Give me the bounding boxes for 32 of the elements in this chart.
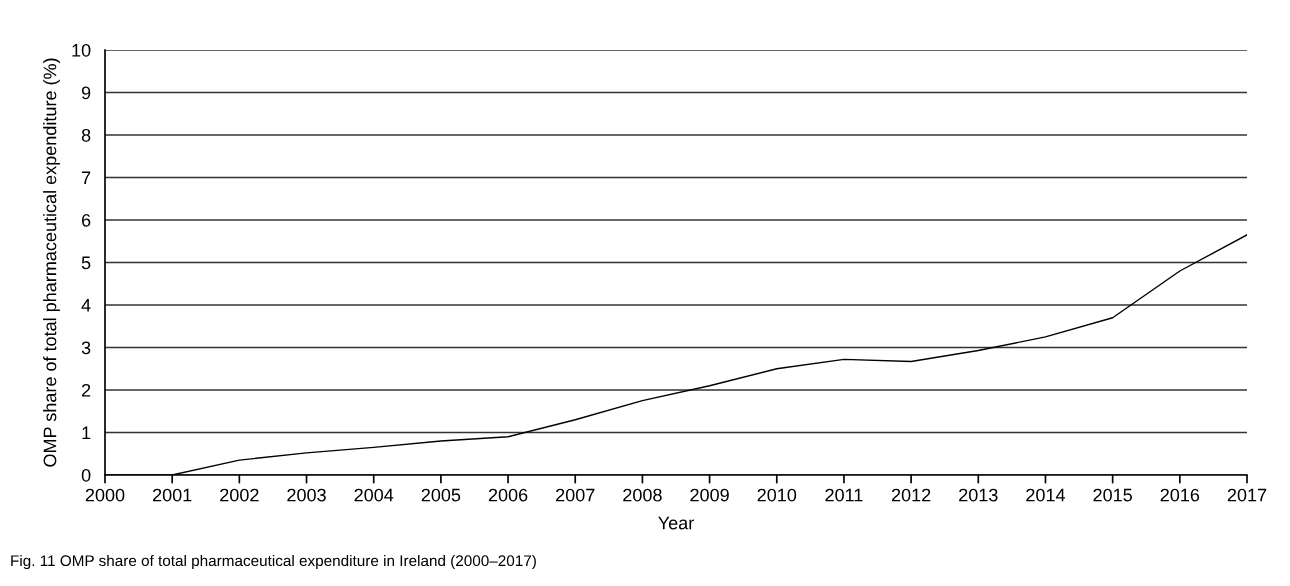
x-tick-label: 2016: [1160, 488, 1200, 502]
x-tick-label: 2015: [1093, 488, 1132, 502]
x-tick-label: 2005: [421, 488, 461, 502]
y-tick-label: 3: [81, 341, 91, 355]
y-tick-label: 8: [81, 128, 91, 142]
x-tick-label: 2010: [757, 488, 797, 502]
x-tick-label: 2006: [488, 488, 528, 502]
y-axis-title: OMP share of total pharmaceutical expenditure (%): [43, 58, 60, 467]
y-tick-label: 2: [81, 383, 91, 397]
y-tick-label: 5: [81, 256, 91, 270]
x-tick-label: 2013: [959, 488, 998, 502]
x-tick-label: 2002: [220, 488, 259, 502]
caption: Fig. 11 OMP share of total pharmaceutical expenditure in Ireland (2000–2017): [11, 554, 536, 570]
y-tick-label: 1: [82, 426, 91, 440]
x-tick-label: 2009: [690, 488, 729, 502]
x-tick-label: 2014: [1026, 488, 1066, 502]
x-tick-label: 2008: [623, 488, 662, 502]
y-tick-label: 4: [81, 299, 91, 312]
x-axis-title: Year: [658, 516, 694, 530]
x-tick-label: 2003: [287, 488, 326, 502]
x-tick-label: 2012: [891, 488, 931, 502]
y-tick-label: 6: [81, 213, 91, 227]
x-tick-label: 2011: [825, 488, 863, 502]
y-tick-label: 10: [72, 43, 91, 57]
x-tick-label: 2017: [1227, 488, 1267, 502]
y-tick-label: 9: [81, 86, 91, 100]
x-tick-label: 2001: [153, 488, 192, 502]
x-tick-label: 2007: [556, 488, 595, 502]
y-tick-label: 0: [81, 468, 91, 482]
x-tick-label: 2004: [354, 488, 394, 502]
x-tick-label: 2000: [85, 488, 125, 502]
y-tick-label: 7: [82, 171, 91, 185]
